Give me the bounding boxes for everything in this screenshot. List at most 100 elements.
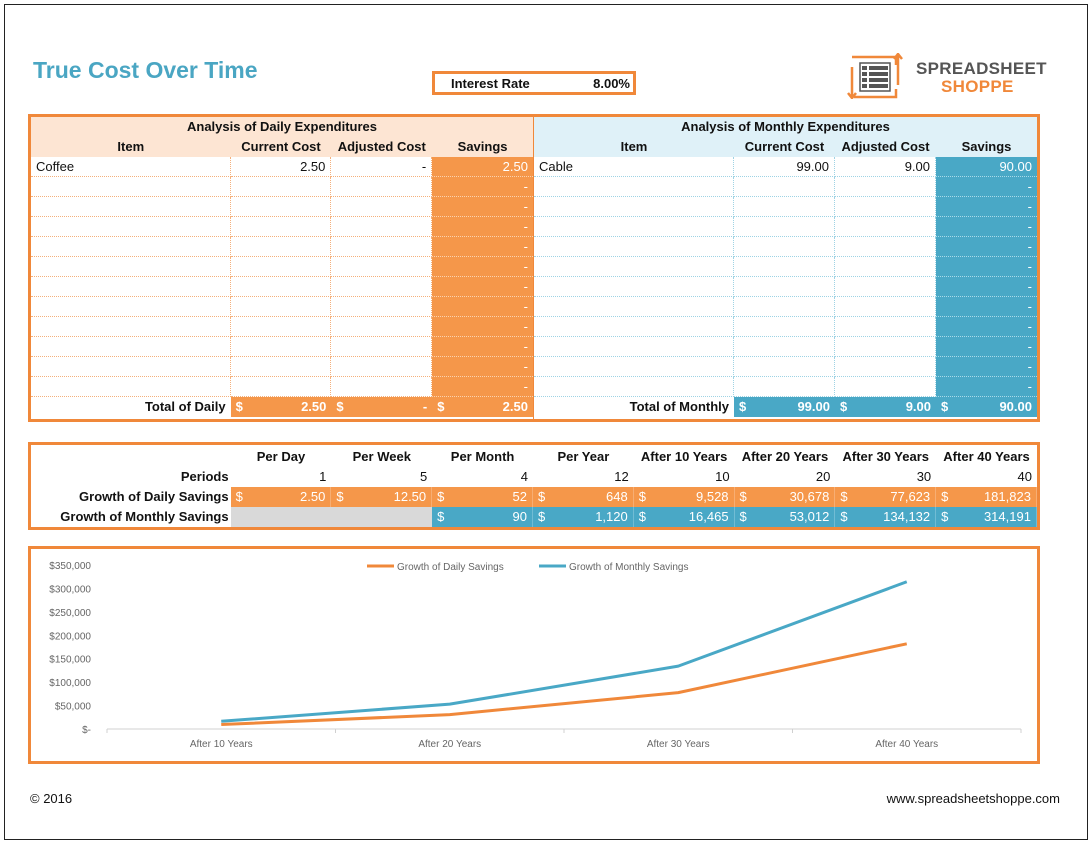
item-cell[interactable] (31, 257, 231, 277)
item-cell[interactable] (534, 217, 734, 237)
adjusted-cost-cell[interactable]: 9.00 (835, 157, 936, 177)
adjusted-cost-cell[interactable] (835, 357, 936, 377)
adjusted-cost-cell[interactable] (835, 297, 936, 317)
growth-chart-svg: $- $50,000 $100,000 $150,000 $200,000 $250,00… (49, 561, 1022, 750)
item-cell[interactable] (534, 297, 734, 317)
current-cost-cell[interactable] (230, 357, 332, 377)
item-cell[interactable] (31, 277, 231, 297)
item-cell[interactable] (534, 377, 734, 397)
item-cell[interactable] (534, 277, 734, 297)
item-cell[interactable] (31, 337, 231, 357)
current-cost-cell[interactable]: 99.00 (734, 157, 835, 177)
item-cell[interactable] (534, 237, 734, 257)
adjusted-cost-cell[interactable] (331, 237, 433, 257)
savings-cell: - (432, 337, 533, 357)
adjusted-cost-cell[interactable] (835, 377, 936, 397)
growth-header-row: Per Day Per Week Per Month Per Year After 10… (31, 447, 1037, 467)
item-cell[interactable] (31, 177, 231, 197)
adjusted-cost-cell[interactable] (331, 317, 433, 337)
adjusted-cost-cell[interactable] (835, 237, 936, 257)
monthly-table-row: Cable 99.00 9.00 90.00 (534, 157, 1037, 177)
item-cell[interactable] (534, 337, 734, 357)
growth-daily-cell-value: 648 (606, 489, 628, 504)
savings-cell: - (936, 257, 1037, 277)
current-cost-cell[interactable] (734, 237, 835, 257)
adjusted-cost-cell[interactable] (331, 217, 433, 237)
periods-cell: 20 (815, 469, 831, 484)
item-cell[interactable] (31, 377, 231, 397)
growth-monthly-cell-value: 1,120 (595, 509, 628, 524)
adjusted-cost-cell[interactable] (331, 197, 433, 217)
monthly-total-savings-value: 90.00 (999, 399, 1032, 414)
item-cell[interactable]: Coffee (31, 157, 231, 177)
current-cost-cell[interactable]: 2.50 (230, 157, 332, 177)
adjusted-cost-cell[interactable]: - (331, 157, 433, 177)
current-cost-cell[interactable] (734, 197, 835, 217)
monthly-panel-title: Analysis of Monthly Expenditures (534, 117, 1037, 137)
daily-total-adjusted-value: - (422, 399, 428, 414)
daily-total-savings: $2.50 (432, 397, 533, 417)
item-cell[interactable] (534, 317, 734, 337)
current-cost-cell[interactable] (734, 177, 835, 197)
adjusted-cost-cell[interactable] (835, 317, 936, 337)
savings-cell: - (432, 277, 533, 297)
currency-symbol: $ (235, 399, 243, 414)
current-cost-cell[interactable] (230, 317, 332, 337)
item-cell[interactable] (534, 257, 734, 277)
growth-daily-cell-value: 2.50 (300, 489, 326, 504)
adjusted-cost-cell[interactable] (331, 297, 433, 317)
adjusted-cost-cell[interactable] (835, 217, 936, 237)
adjusted-cost-cell[interactable] (331, 337, 433, 357)
adjusted-cost-cell[interactable] (835, 337, 936, 357)
periods-cell: 30 (916, 469, 932, 484)
adjusted-cost-cell[interactable] (835, 177, 936, 197)
logo-text-spreadsheet: SPREADSHEET (916, 59, 1047, 78)
daily-table-body: Coffee 2.50-2.50- - - - - - - - - - - (31, 157, 533, 397)
item-cell[interactable] (31, 357, 231, 377)
item-cell[interactable] (534, 357, 734, 377)
copyright: © 2016 (30, 791, 73, 806)
current-cost-cell[interactable] (734, 277, 835, 297)
current-cost-cell[interactable] (230, 257, 332, 277)
growth-daily-cell-value: 77,623 (890, 489, 931, 504)
current-cost-cell[interactable] (230, 217, 332, 237)
savings-cell: - (936, 377, 1037, 397)
item-cell[interactable] (31, 197, 231, 217)
adjusted-cost-cell[interactable] (331, 377, 433, 397)
y-tick-label: $300,000 (49, 584, 91, 595)
current-cost-cell[interactable] (230, 177, 332, 197)
current-cost-cell[interactable] (734, 357, 835, 377)
current-cost-cell[interactable] (230, 277, 332, 297)
current-cost-cell[interactable] (230, 237, 332, 257)
adjusted-cost-cell[interactable] (331, 277, 433, 297)
website-url[interactable]: www.spreadsheetshoppe.com (886, 791, 1060, 806)
current-cost-cell[interactable] (230, 297, 332, 317)
adjusted-cost-cell[interactable] (835, 257, 936, 277)
current-cost-cell[interactable] (734, 217, 835, 237)
item-cell[interactable] (534, 197, 734, 217)
current-cost-cell[interactable] (230, 377, 332, 397)
growth-daily-cell-value: 9,528 (696, 489, 729, 504)
adjusted-cost-cell[interactable] (331, 257, 433, 277)
adjusted-cost-cell[interactable] (331, 177, 433, 197)
current-cost-cell[interactable] (734, 377, 835, 397)
adjusted-cost-cell[interactable] (331, 357, 433, 377)
current-cost-cell[interactable] (734, 337, 835, 357)
item-cell[interactable] (31, 237, 231, 257)
current-cost-cell[interactable] (734, 317, 835, 337)
current-cost-cell[interactable] (230, 197, 332, 217)
current-cost-cell[interactable] (734, 257, 835, 277)
item-cell[interactable] (31, 317, 231, 337)
current-cost-cell[interactable] (230, 337, 332, 357)
item-cell[interactable] (534, 177, 734, 197)
adjusted-cost-cell[interactable] (835, 277, 936, 297)
adjusted-cost-cell[interactable] (835, 197, 936, 217)
monthly-table-row: - (534, 377, 1037, 397)
interest-rate-value[interactable]: 8.00% (593, 75, 630, 91)
daily-table-row: - (31, 257, 533, 277)
item-cell[interactable] (31, 217, 231, 237)
x-tick-label: After 10 Years (190, 739, 253, 750)
item-cell[interactable]: Cable (534, 157, 734, 177)
current-cost-cell[interactable] (734, 297, 835, 317)
item-cell[interactable] (31, 297, 231, 317)
